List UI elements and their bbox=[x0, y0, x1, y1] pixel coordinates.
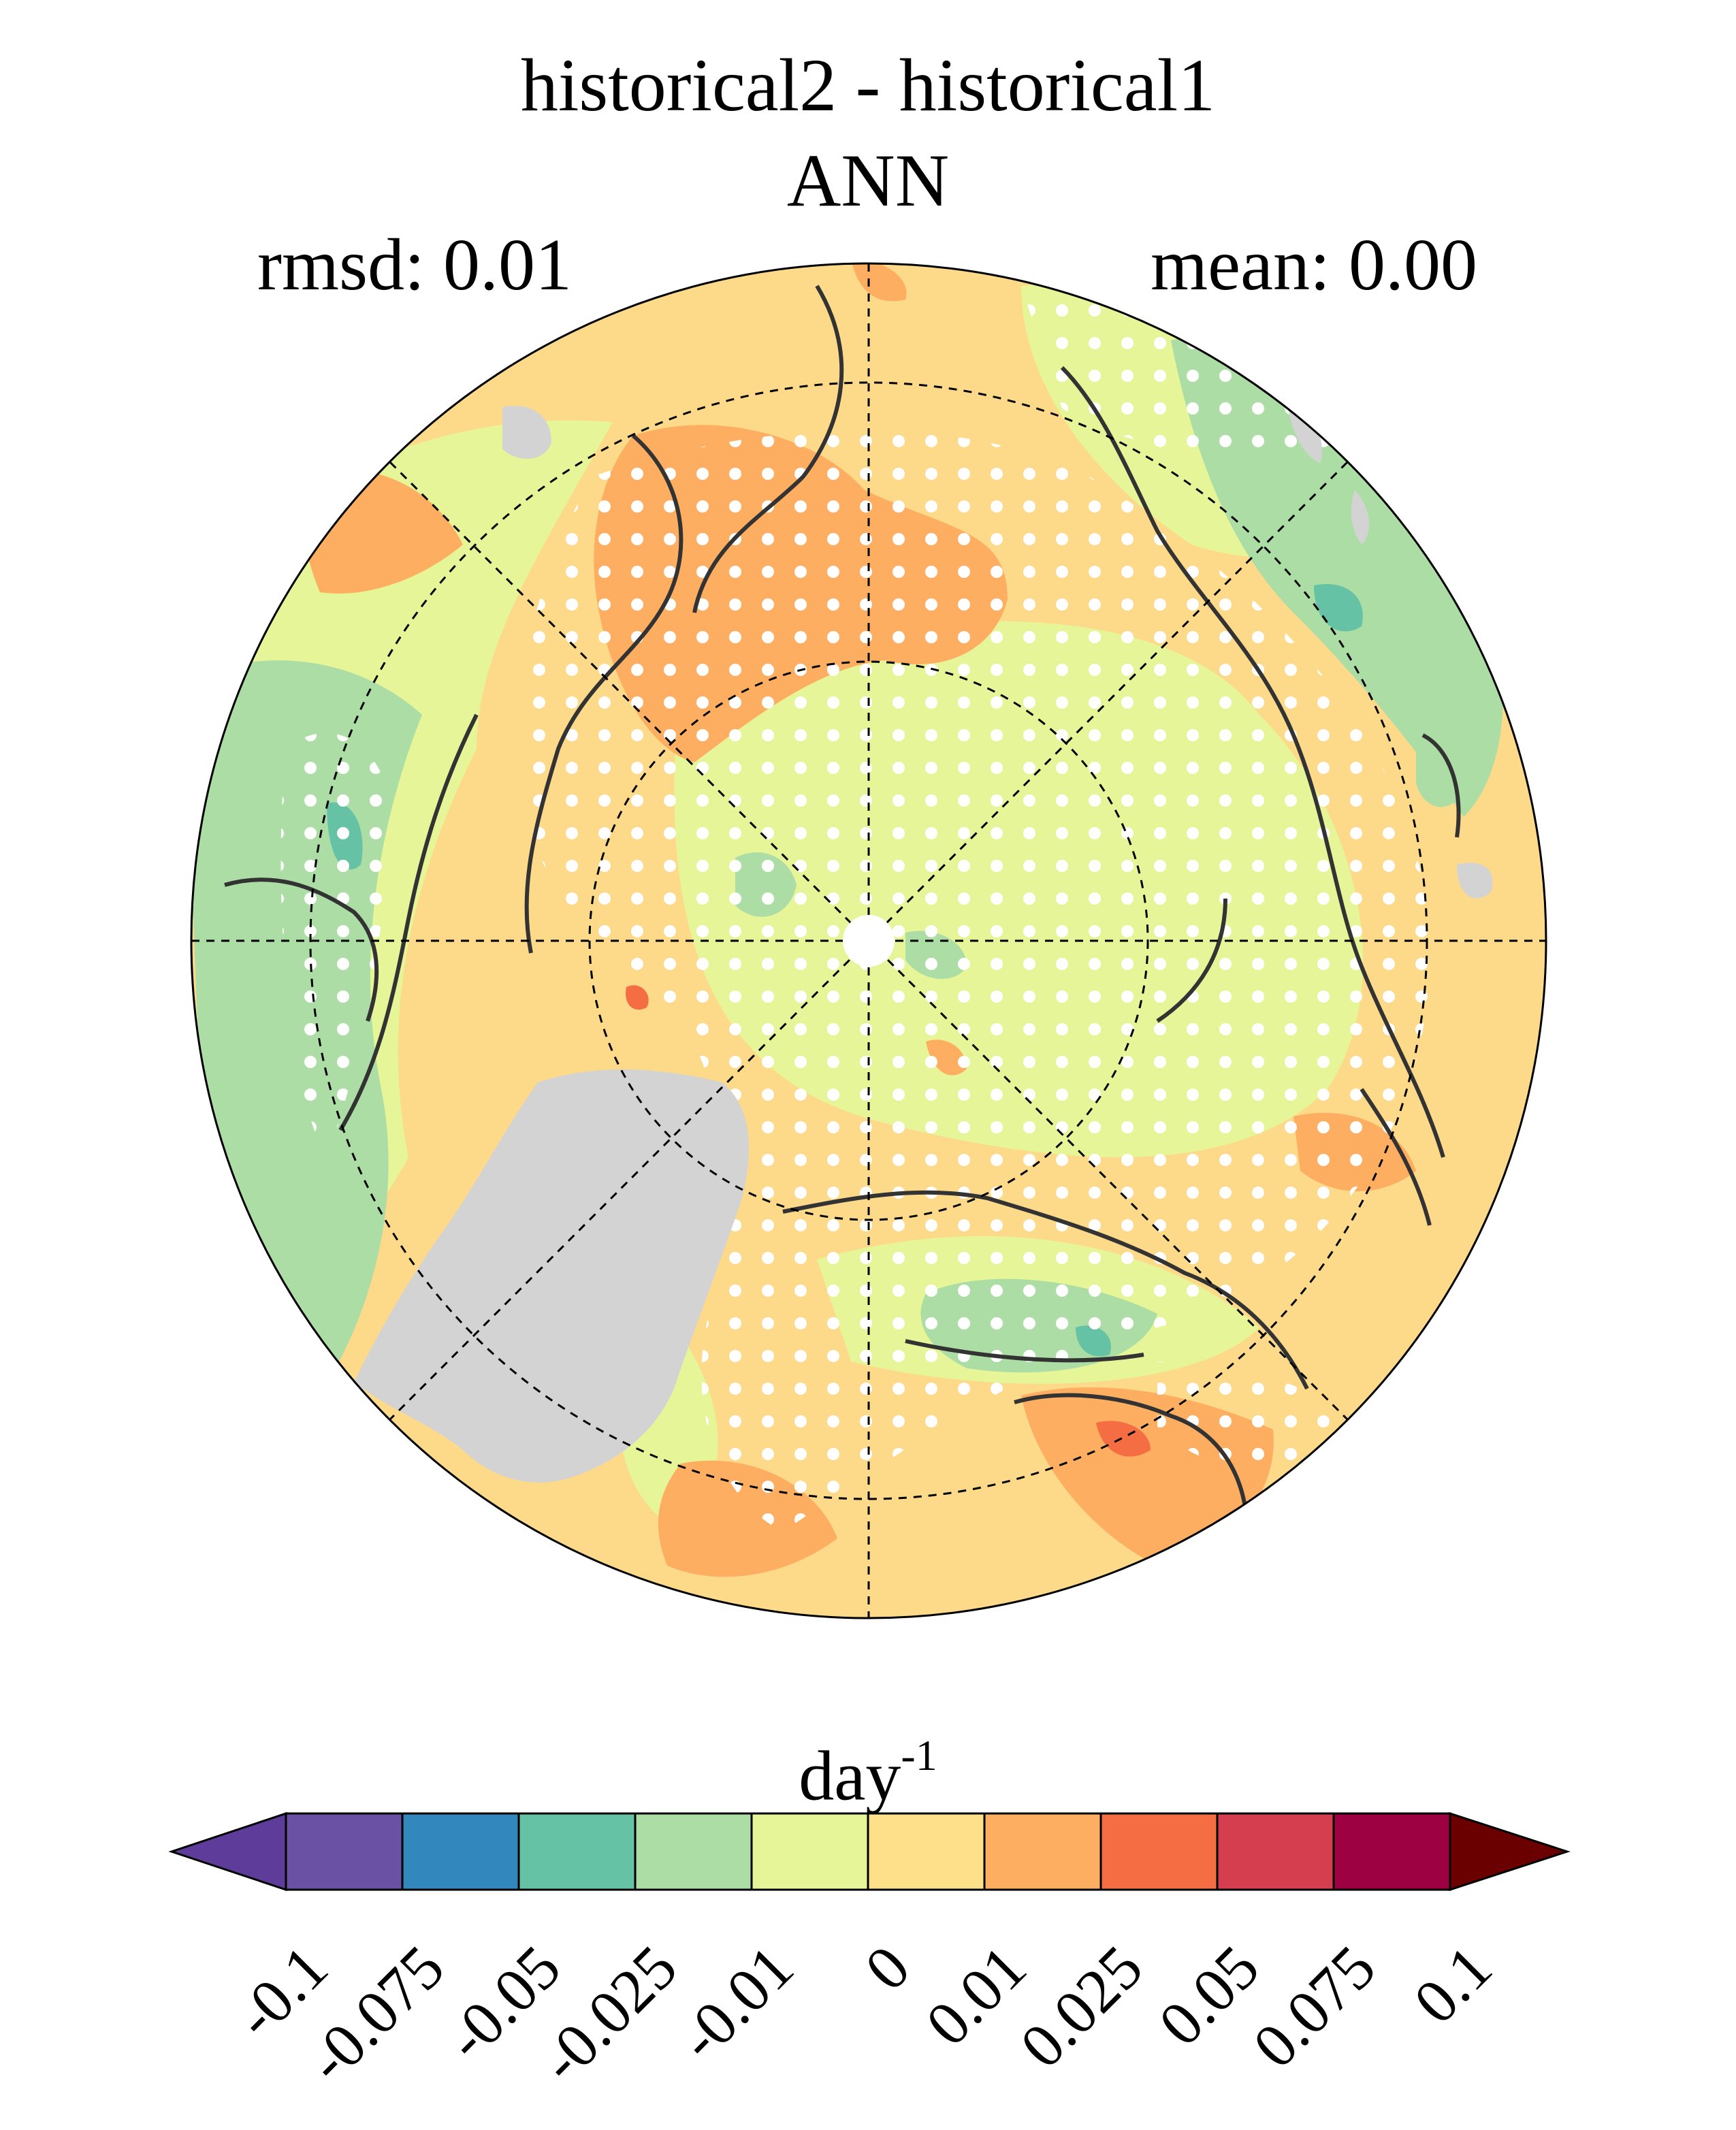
units-base: day bbox=[799, 1737, 901, 1816]
colorbar-segment bbox=[517, 1812, 637, 1891]
colorbar-segment bbox=[983, 1812, 1102, 1891]
colorbar-units: day-1 bbox=[0, 1734, 1736, 1812]
colorbar-segment bbox=[1332, 1812, 1451, 1891]
units-exponent: -1 bbox=[901, 1731, 937, 1779]
colorbar-tick-label: 0.075 bbox=[1240, 1932, 1388, 2080]
colorbar-tick-label: -0.075 bbox=[293, 1932, 457, 2095]
field-patch bbox=[1416, 731, 1464, 807]
pole-marker bbox=[843, 915, 895, 967]
colorbar-tick-labels: -0.1-0.075-0.05-0.025-0.01 00.010.0250.05… bbox=[221, 1932, 1505, 2095]
colorbar-segments bbox=[168, 1811, 1571, 1892]
colorbar-tick-label: -0.025 bbox=[526, 1932, 690, 2095]
colorbar-segment bbox=[867, 1812, 986, 1891]
map-field bbox=[191, 263, 1546, 1618]
land-mask bbox=[1457, 862, 1493, 899]
plot-subtitle: ANN bbox=[786, 139, 950, 222]
significance-stippling bbox=[280, 732, 395, 1157]
colorbar-extend-low bbox=[168, 1811, 287, 1892]
rmsd-label: rmsd: 0.01 bbox=[257, 225, 573, 306]
colorbar-segment bbox=[285, 1812, 404, 1891]
significance-stippling bbox=[1021, 286, 1362, 459]
field-patch bbox=[1096, 1421, 1151, 1457]
colorbar-extend-high bbox=[1449, 1811, 1571, 1892]
land-mask bbox=[1351, 490, 1369, 545]
field-patch bbox=[626, 985, 649, 1010]
field-patch bbox=[851, 263, 907, 302]
map-boundary bbox=[190, 262, 1547, 1619]
colorbar-tick-label: 0.1 bbox=[1400, 1932, 1505, 2036]
colorbar-tick-label: 0.025 bbox=[1007, 1932, 1155, 2080]
significance-stippling bbox=[519, 430, 1430, 1532]
colorbar-segment bbox=[1099, 1812, 1219, 1891]
land-mask-greenland bbox=[354, 1069, 749, 1483]
land-mask bbox=[502, 406, 551, 459]
mean-label: mean: 0.00 bbox=[1151, 225, 1477, 306]
colorbar-segment bbox=[1216, 1812, 1335, 1891]
colorbar-tick-label: 0 bbox=[852, 1932, 923, 2003]
colorbar-segment bbox=[401, 1812, 520, 1891]
colorbar-segment bbox=[634, 1812, 753, 1891]
coastlines bbox=[224, 285, 1461, 1512]
colorbar-segment bbox=[750, 1812, 869, 1891]
polar-map bbox=[190, 262, 1547, 1619]
colorbar-tick-label: -0.01 bbox=[665, 1932, 807, 2073]
plot-title: historical2 - historical1 bbox=[520, 44, 1216, 127]
